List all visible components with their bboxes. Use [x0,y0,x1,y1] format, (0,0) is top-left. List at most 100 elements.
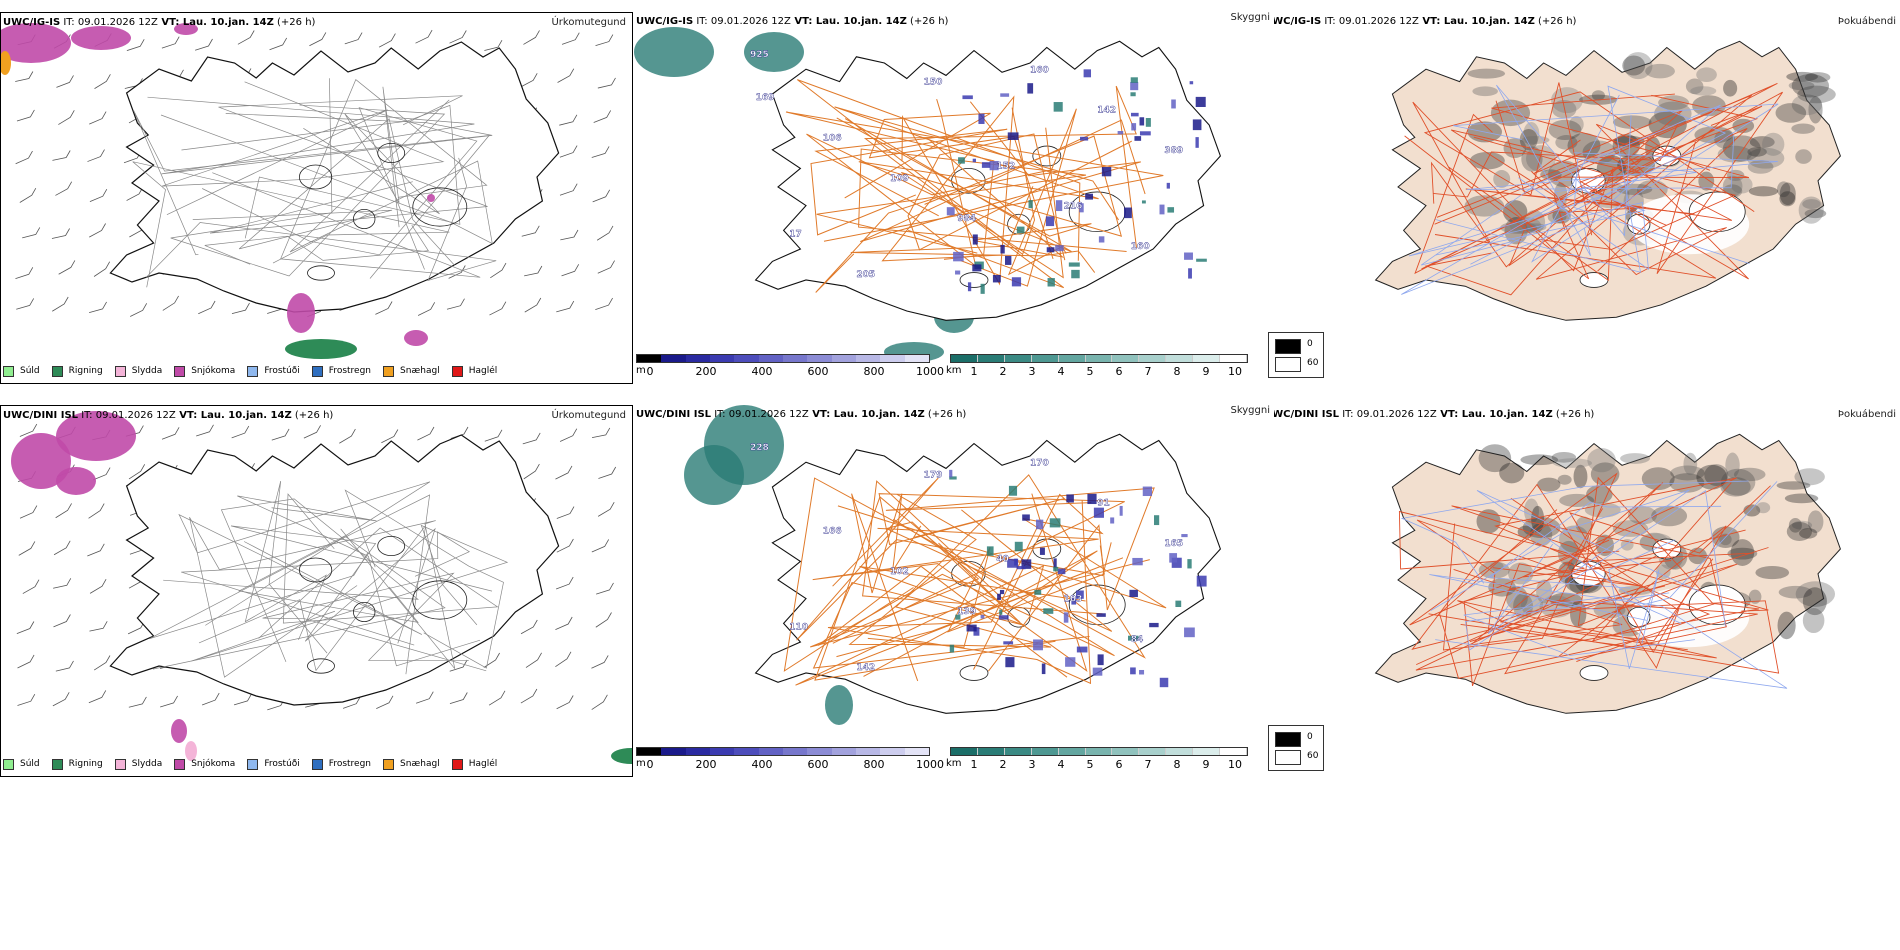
rain-area [285,339,357,359]
cloud-base-label: 152 [996,161,1015,171]
cloud-base-label: 228 [750,443,769,453]
fog-scale-min-label: 60 [1307,751,1319,761]
cloud-panel-top: 925 984 389 150 160 109 142 205 216 106 160 17 152 16… [634,12,1274,384]
header-it-label: IT: [1339,409,1357,420]
fog-panel-bottom: UWC/DINI ISL IT: 09.01.2026 12Z VT: Lau.… [1274,405,1900,777]
header-it: 09.01.2026 12Z [77,17,158,28]
colorbar-tick: 2 [999,758,1007,771]
colorbar-tick: 8 [1173,758,1181,771]
cloud-base-label: 139 [957,607,976,617]
legend-label: Snæhagl [400,759,440,769]
fog-panel-top: UWC/IG-IS IT: 09.01.2026 12Z VT: Lau. 10… [1274,12,1900,384]
header-it-label: IT: [711,409,729,420]
cloud-base-label: 389 [1164,146,1183,156]
header-lead: (+26 h) [906,16,949,27]
legend-swatch [247,365,259,377]
header-model: UWC/DINI ISL [1274,409,1340,420]
cloud-base-label: 17 [789,230,802,240]
header-vt: Lau. 10.jan. 14Z [200,410,292,421]
header-vt: Lau. 10.jan. 14Z [1461,409,1553,420]
legend-label: Snjókoma [191,366,236,376]
snow-area [1,23,71,63]
header-vt-label: VT: [1436,409,1462,420]
header-lead: (+26 h) [1534,16,1577,27]
cloud-base-label: 106 [823,134,842,144]
cloud-base-label: 84 [1131,635,1144,645]
header-model: UWC/DINI ISL [3,410,79,421]
legend-swatch [383,758,395,770]
legend-swatch [311,365,323,377]
colorbar-tick: 200 [695,758,717,771]
legend-item: Snæhagl [383,758,440,770]
legend-label: Rigning [68,366,103,376]
parameter-title: Úrkomutegund [551,410,626,421]
panel-header: UWC/IG-IS IT: 09.01.2026 12Z VT: Lau. 10… [1274,16,1576,27]
cloud-base-label: 170 [1030,458,1049,468]
colorbar-tick: 1 [970,758,978,771]
parameter-title: Úrkomutegund [551,17,626,28]
header-vt-label: VT: [175,410,201,421]
cloud-base-label: 216 [1064,202,1083,212]
snow-area [11,433,71,489]
legend-swatch [247,758,259,770]
header-vt: Lau. 10.jan. 14Z [1443,16,1535,27]
colorbar-tick: 10 [1228,758,1242,771]
cloud-base-label: 102 [890,567,909,577]
colorbar-tick: 3 [1028,758,1036,771]
fog-scale-max-swatch [1275,339,1301,354]
legend-swatch [3,758,14,770]
header-it: 09.01.2026 12Z [95,410,176,421]
colorbar-tick: 1000 [916,758,944,771]
header-it: 09.01.2026 12Z [710,16,791,27]
legend-item: Súld [3,758,40,770]
low-visibility-area [825,685,853,725]
legend-item: Slydda [114,365,162,377]
cloud-base-label: 169 [756,93,775,103]
panel-header: UWC/IG-IS IT: 09.01.2026 12Z VT: Lau. 10… [3,17,315,28]
legend-item: Frostúði [247,758,300,770]
colorbar-tick: 7 [1144,758,1152,771]
snow-area [174,23,198,35]
parameter-title: Þokuábendi [1837,409,1896,420]
fog-scale-min-swatch [1275,357,1301,372]
legend-label: Snjókoma [191,759,236,769]
cloud-base-label: 166 [823,527,842,537]
header-model: UWC/IG-IS [636,16,694,27]
map-canvas: 925 984 389 150 160 109 142 205 216 106 160 17 152 16… [634,27,1222,362]
snow-area [56,467,96,495]
map-canvas: 228 139 165 179 84 102 91 142 103 166 170 110 40 [684,405,1222,725]
colorbar-strip [636,354,930,363]
precip-type-legend: Súld Rigning Slydda Snjókoma Frostúði Frostre… [3,752,505,776]
legend-label: Frostúði [264,366,300,376]
legend-swatch [114,758,126,770]
parameter-title: Skyggni [1230,12,1270,23]
header-lead: (+26 h) [291,410,334,421]
legend-label: Súld [20,366,40,376]
legend-label: Haglél [468,759,498,769]
cloud-base-label: 109 [890,174,909,184]
panel-header: UWC/DINI ISL IT: 09.01.2026 12Z VT: Lau.… [3,410,333,421]
legend-swatch [174,758,186,770]
header-model: UWC/IG-IS [1274,16,1322,27]
colorbar-tick: 9 [1202,365,1210,378]
colorbar-tick: 400 [751,365,773,378]
colorbar-tick: 1 [970,365,978,378]
panel-header: UWC/DINI ISL IT: 09.01.2026 12Z VT: Lau.… [636,409,966,420]
legend-swatch [51,758,63,770]
legend-swatch [3,365,14,377]
cloud-base-colorbar: m 0 200 400 600 800 1000 [634,354,944,378]
map-canvas [1,23,616,359]
colorbar-tick: 4 [1057,365,1065,378]
colorbar-tick: 0 [646,365,654,378]
road-network [785,79,1164,293]
cloud-base-label: 142 [856,663,875,673]
colorbar-tick: 2 [999,365,1007,378]
colorbar-strip [950,354,1248,363]
visibility-colorbar: km 1 2 3 4 5 6 7 8 9 10 [944,747,1254,771]
header-vt-label: VT: [1418,16,1444,27]
low-visibility-area [744,32,804,72]
header-vt: Lau. 10.jan. 14Z [182,17,274,28]
fog-scale-min-swatch [1275,750,1301,765]
snow-area [171,719,187,743]
legend-label: Frostregn [328,366,372,376]
